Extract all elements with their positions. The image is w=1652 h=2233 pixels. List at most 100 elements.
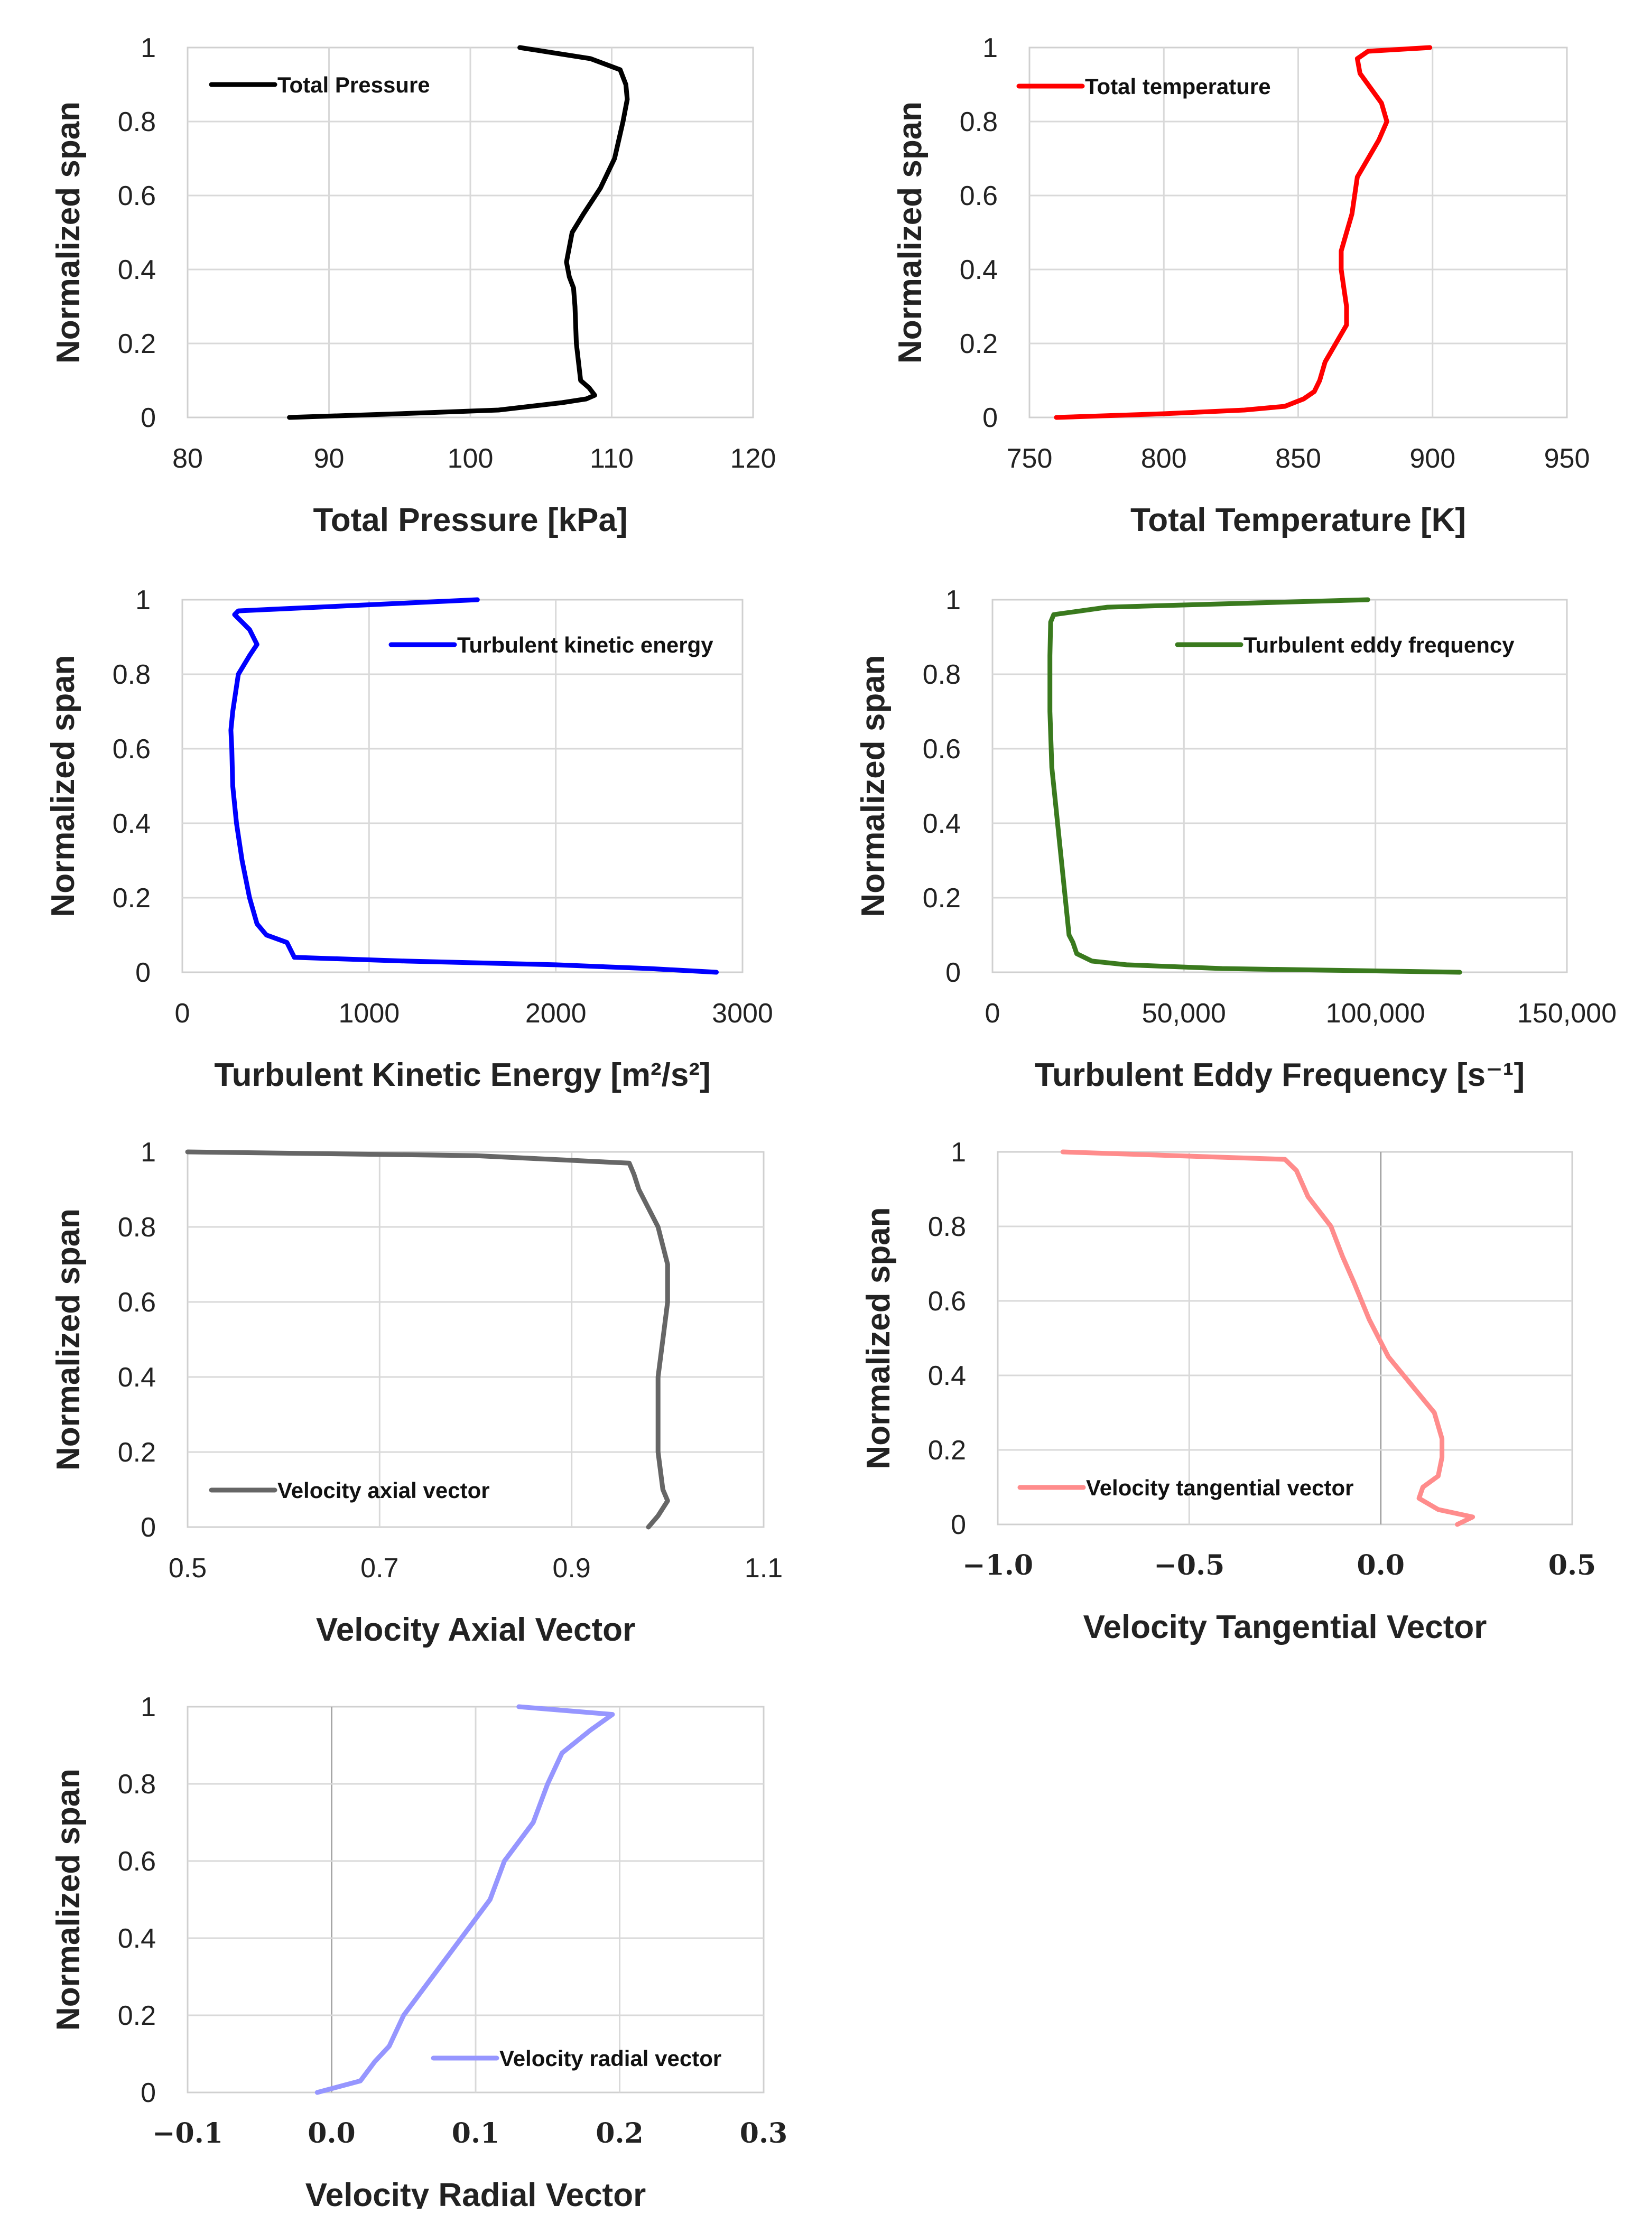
y-tick-label: 0.2 [113, 883, 151, 914]
y-tick-label: 0.6 [928, 1286, 966, 1317]
x-tick-label: 0.9 [553, 1553, 591, 1584]
x-tick-label: −0.1 [152, 2117, 223, 2150]
y-tick-label: 1 [945, 585, 961, 616]
x-axis-label: Total Pressure [kPa] [313, 502, 628, 538]
x-axis-label: Velocity Axial Vector [316, 1612, 635, 1648]
chart-velocity-tangential: −1.0 −0.5 0.0 0.5 0 0.2 0.4 0.6 0.8 1 Normalized s… [860, 1137, 1596, 1645]
y-tick-label: 1 [951, 1137, 966, 1168]
y-tick-label: 1 [141, 1137, 156, 1168]
x-tick-label: 100,000 [1326, 998, 1425, 1029]
y-tick-label: 0.2 [118, 2001, 156, 2031]
y-tick-label: 0.4 [923, 808, 961, 839]
legend-label: Velocity axial vector [277, 1478, 490, 1503]
x-axis-label: Turbulent Kinetic Energy [m²/s²] [214, 1057, 710, 1093]
series-line-velocity-axial-vector [185, 1149, 670, 1530]
series-line-total-pressure [287, 45, 630, 420]
x-tick-label: 850 [1275, 443, 1321, 474]
legend-label: Total Pressure [277, 72, 430, 97]
legend: Velocity tangential vector [1017, 1475, 1354, 1500]
x-tick-label: 0 [175, 998, 190, 1029]
legend-label: Velocity tangential vector [1086, 1475, 1354, 1500]
chart-panel-3: 0 1000 2000 3000 0 0.2 0.4 0.6 0.8 1 Normalized sp… [0, 552, 826, 1107]
y-tick-label: 0.4 [118, 1362, 156, 1393]
series-line-total-temperature [1054, 45, 1433, 420]
y-tick-label: 0.8 [118, 107, 156, 137]
y-tick-label: 0.4 [928, 1361, 966, 1391]
x-tick-label: 950 [1544, 443, 1590, 474]
x-tick-label: −0.5 [1154, 1549, 1224, 1581]
chart-total-pressure: 80 90 100 110 120 0 0.2 0.4 0.6 0.8 1 Normalized sp… [50, 33, 776, 538]
series-line-turbulent-kinetic-energy [228, 597, 719, 975]
x-tick-label: 0.5 [169, 1553, 207, 1584]
y-tick-label: 0.8 [118, 1769, 156, 1800]
series-line-turbulent-eddy-frequency [1047, 597, 1462, 975]
x-axis-label: Turbulent Eddy Frequency [s⁻¹] [1035, 1057, 1525, 1093]
legend: Velocity axial vector [209, 1478, 490, 1503]
x-tick-label: 0.7 [360, 1553, 398, 1584]
chart-panel-4: 0 50,000 100,000 150,000 0 0.2 0.4 0.6 0.8 1 Norma… [826, 552, 1652, 1107]
x-tick-label: 0.0 [308, 2117, 355, 2150]
x-tick-label: 80 [172, 443, 203, 474]
x-tick-label: 0.5 [1548, 1549, 1596, 1581]
chart-panel-6: −1.0 −0.5 0.0 0.5 0 0.2 0.4 0.6 0.8 1 Normalized s… [826, 1104, 1652, 1659]
x-tick-label: 800 [1141, 443, 1187, 474]
y-tick-label: 0.6 [118, 181, 156, 211]
x-tick-label: 100 [448, 443, 494, 474]
legend-label: Velocity radial vector [499, 2046, 721, 2071]
y-tick-label: 1 [135, 585, 151, 616]
y-axis-label: Normalized span [50, 1208, 87, 1471]
chart-turbulent-kinetic-energy: 0 1000 2000 3000 0 0.2 0.4 0.6 0.8 1 Normalized sp… [45, 585, 773, 1093]
legend-label: Turbulent eddy frequency [1243, 632, 1515, 657]
x-tick-label: 0.3 [740, 2117, 787, 2150]
y-tick-label: 0.6 [960, 181, 998, 211]
y-tick-label: 0.2 [960, 329, 998, 359]
y-tick-label: 0 [135, 957, 151, 988]
chart-panel-2: 750 800 850 900 950 0 0.2 0.4 0.6 0.8 1 Normalized … [826, 0, 1652, 555]
chart-panel-5: 0.5 0.7 0.9 1.1 0 0.2 0.4 0.6 0.8 1 Normalized spa… [0, 1104, 826, 1659]
y-tick-label: 0 [951, 1510, 966, 1540]
x-tick-label: 1000 [338, 998, 400, 1029]
x-tick-label: 1.1 [745, 1553, 783, 1584]
legend: Turbulent kinetic energy [388, 632, 713, 657]
y-tick-label: 0.8 [118, 1212, 156, 1243]
y-tick-label: 0.6 [923, 734, 961, 765]
plot-area [991, 599, 1568, 973]
x-tick-label: 110 [590, 443, 634, 474]
y-axis-label: Normalized span [50, 101, 87, 364]
legend-label: Total temperature [1085, 74, 1271, 99]
x-tick-label: 750 [1007, 443, 1053, 474]
y-tick-label: 0 [982, 403, 998, 433]
y-tick-label: 1 [141, 1692, 156, 1723]
y-tick-label: 0.6 [118, 1287, 156, 1318]
x-tick-label: 900 [1409, 443, 1455, 474]
x-tick-label: 2000 [525, 998, 587, 1029]
y-tick-label: 0.4 [118, 1923, 156, 1954]
legend: Total Pressure [209, 72, 430, 97]
chart-panel-1: 80 90 100 110 120 0 0.2 0.4 0.6 0.8 1 Normalized sp… [0, 0, 826, 555]
x-tick-label: 50,000 [1142, 998, 1226, 1029]
y-tick-label: 0.2 [923, 883, 961, 914]
x-tick-label: 3000 [712, 998, 773, 1029]
y-tick-label: 0 [141, 1512, 156, 1543]
x-axis-label: Velocity Tangential Vector [1083, 1609, 1487, 1645]
x-tick-label: 90 [314, 443, 345, 474]
legend: Velocity radial vector [431, 2046, 721, 2071]
plot-area [187, 1151, 765, 1528]
x-tick-label: 120 [730, 443, 776, 474]
series-line-velocity-tangential-vector [1060, 1149, 1475, 1527]
y-tick-label: 0.4 [113, 808, 151, 839]
y-tick-label: 1 [141, 33, 156, 63]
x-tick-label: −1.0 [962, 1549, 1033, 1581]
y-tick-label: 0.2 [928, 1435, 966, 1466]
y-tick-label: 0.6 [113, 734, 151, 765]
y-tick-label: 0.2 [118, 329, 156, 359]
chart-velocity-radial: −0.1 0.0 0.1 0.2 0.3 0 0.2 0.4 0.6 0.8 1 Normalized… [50, 1692, 787, 2213]
y-tick-label: 0 [141, 403, 156, 433]
y-axis-label: Normalized span [50, 1769, 87, 2031]
x-tick-label: 0.2 [596, 2117, 643, 2150]
legend: Turbulent eddy frequency [1175, 632, 1515, 657]
y-axis-label: Normalized span [860, 1207, 897, 1469]
y-axis-label: Normalized span [855, 655, 892, 917]
y-tick-label: 0.4 [118, 255, 156, 285]
y-tick-label: 1 [982, 33, 998, 63]
